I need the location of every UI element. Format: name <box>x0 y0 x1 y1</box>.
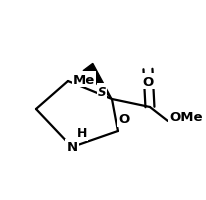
Text: O: O <box>118 113 129 126</box>
Text: Me: Me <box>73 73 95 86</box>
Text: N: N <box>66 141 77 154</box>
Text: H: H <box>76 127 87 140</box>
Text: S: S <box>97 85 106 98</box>
Text: O: O <box>142 75 153 88</box>
Polygon shape <box>83 64 111 100</box>
Text: OMe: OMe <box>168 111 202 124</box>
